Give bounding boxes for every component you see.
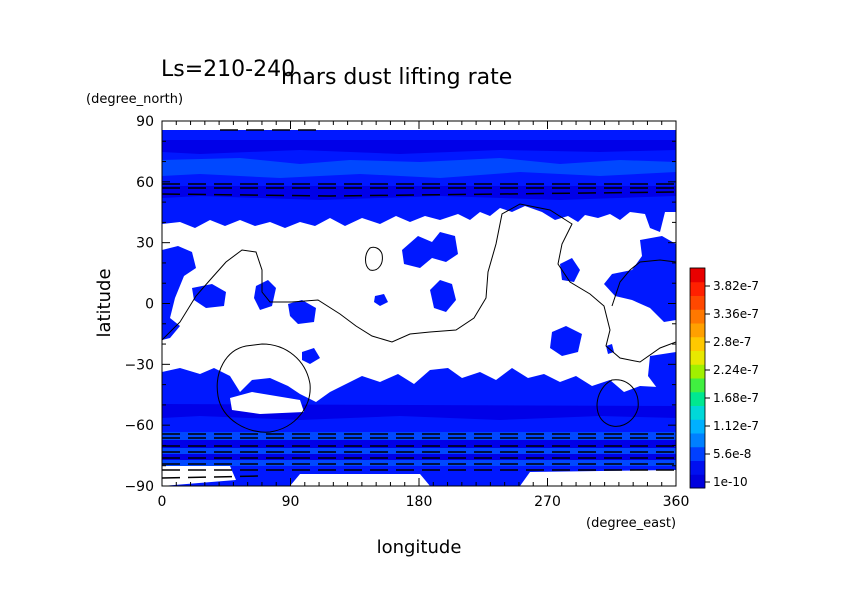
north-band-fill [162, 130, 676, 232]
contour-line-4 [596, 379, 639, 427]
dashed-contours [162, 129, 676, 479]
north-band-dark-2 [162, 186, 676, 200]
south-band-fill [162, 368, 676, 486]
y-tick-label: −30 [124, 357, 154, 373]
contour-line-5 [611, 259, 676, 307]
y-tick-label: 90 [136, 114, 154, 130]
x-tick-label: 90 [282, 494, 300, 510]
colorbar-label: 5.6e-8 [713, 447, 751, 461]
x-units-label: (degree_east) [586, 516, 676, 531]
blob-10 [648, 352, 676, 392]
x-axis-label: longitude [377, 537, 462, 558]
south-gap-3 [520, 470, 676, 486]
y-tick-label: 30 [136, 236, 154, 252]
x-tick-label: 360 [663, 494, 690, 510]
colorbar-swatch [690, 474, 705, 489]
y-tick-label: 60 [136, 175, 154, 191]
x-tick-label: 180 [406, 494, 433, 510]
blob-2 [288, 300, 316, 324]
colorbar-label: 1.68e-7 [713, 391, 759, 405]
y-axis-label: latitude [94, 268, 115, 337]
colorbar-swatch [690, 350, 705, 365]
contour-lines [162, 203, 676, 433]
colorbar-swatch [690, 446, 705, 461]
blob-west-2 [192, 284, 226, 308]
colorbar-swatch [690, 281, 705, 296]
north-band-light [162, 158, 676, 178]
chart-subtitle: Ls=210-240 [161, 57, 295, 82]
colorbar-swatch [690, 309, 705, 324]
south-band-dark-2 [162, 440, 676, 448]
colorbar-label: 1e-10 [713, 475, 748, 489]
blob-east [604, 236, 676, 322]
south-gap-2 [290, 474, 430, 486]
y-tick-label: 0 [145, 297, 154, 313]
y-axis: 90 60 30 0 −30 −60 −90 [124, 114, 676, 495]
contour-fill [162, 130, 676, 486]
south-band-dark-3 [162, 454, 676, 460]
y-tick-label: −60 [124, 418, 154, 434]
x-axis: 0 90 180 270 360 [158, 121, 690, 510]
south-hole-1 [230, 392, 304, 414]
contour-line-2 [216, 343, 311, 433]
x-tick-label: 0 [158, 494, 167, 510]
colorbar-swatch [690, 378, 705, 393]
blob-4 [374, 294, 388, 306]
colorbar-swatch [690, 268, 705, 283]
blob-3 [302, 348, 320, 364]
dashed-line-12 [162, 475, 261, 479]
colorbar: 1e-10 5.6e-8 1.12e-7 1.68e-7 2.24e-7 2.8e-7 3.… [689, 267, 759, 489]
colorbar-label: 3.82e-7 [713, 279, 759, 293]
contour-line-3 [365, 246, 383, 271]
north-band-dark [162, 140, 676, 154]
chart-title: mars dust lifting rate [281, 65, 512, 90]
south-band-light [162, 432, 676, 466]
colorbar-swatch [690, 391, 705, 406]
colorbar-label: 3.36e-7 [713, 307, 759, 321]
colorbar-label: 1.12e-7 [713, 419, 759, 433]
x-tick-label: 270 [534, 494, 561, 510]
blob-7 [550, 326, 582, 356]
colorbar-swatch [690, 364, 705, 379]
colorbar-swatch [690, 295, 705, 310]
colorbar-label: 2.24e-7 [713, 363, 759, 377]
y-units-label: (degree_north) [86, 92, 183, 107]
colorbar-frame [689, 267, 706, 489]
colorbar-swatch [690, 323, 705, 338]
colorbar-swatch [690, 405, 705, 420]
colorbar-swatch [690, 460, 705, 475]
blob-west [162, 246, 196, 340]
dashed-line-3 [162, 191, 676, 197]
colorbar-label: 2.8e-7 [713, 335, 751, 349]
colorbar-swatch [690, 336, 705, 351]
contour-line-1 [162, 203, 676, 363]
y-tick-label: −90 [124, 479, 154, 495]
south-gap-1 [162, 466, 236, 486]
colorbar-swatch [690, 419, 705, 434]
blob-6 [430, 280, 456, 312]
blob-5 [402, 232, 458, 268]
blob-8 [560, 258, 580, 282]
colorbar-swatch [690, 433, 705, 448]
